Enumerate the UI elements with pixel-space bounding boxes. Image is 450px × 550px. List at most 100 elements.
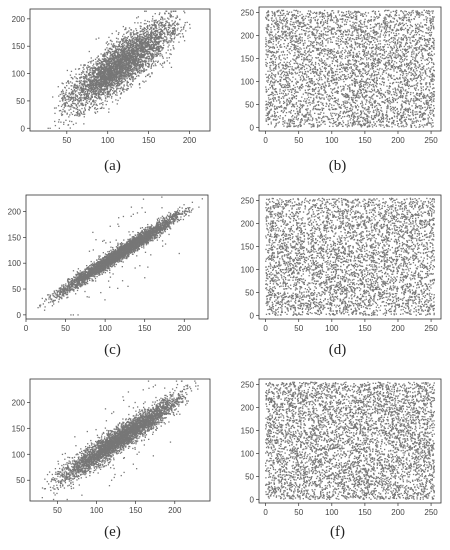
data-point bbox=[84, 108, 86, 111]
data-point bbox=[349, 60, 351, 62]
data-point bbox=[432, 23, 434, 25]
data-point bbox=[137, 68, 139, 70]
data-point bbox=[115, 76, 118, 78]
data-point bbox=[64, 111, 66, 113]
data-point bbox=[147, 32, 149, 34]
data-point bbox=[87, 84, 89, 87]
data-point bbox=[292, 14, 294, 16]
data-point bbox=[144, 40, 146, 43]
data-point bbox=[118, 55, 120, 57]
data-point bbox=[154, 39, 156, 41]
data-point bbox=[116, 69, 118, 71]
data-point bbox=[379, 87, 382, 90]
data-point bbox=[79, 113, 81, 115]
data-point bbox=[121, 47, 124, 49]
data-point bbox=[109, 56, 111, 58]
data-point bbox=[75, 104, 78, 106]
data-point bbox=[400, 57, 402, 60]
data-point bbox=[160, 23, 163, 25]
data-point bbox=[140, 69, 142, 71]
data-point bbox=[157, 29, 159, 32]
data-point bbox=[403, 92, 405, 95]
data-point bbox=[110, 43, 113, 45]
data-point bbox=[310, 126, 313, 128]
data-point bbox=[378, 13, 381, 15]
data-point bbox=[59, 100, 61, 102]
data-point bbox=[145, 52, 148, 54]
data-point bbox=[145, 29, 148, 31]
data-point bbox=[92, 85, 95, 87]
data-point bbox=[139, 33, 141, 36]
data-point bbox=[389, 68, 391, 71]
data-point bbox=[80, 73, 82, 76]
data-point bbox=[132, 43, 134, 45]
data-point bbox=[93, 103, 95, 105]
data-point bbox=[120, 60, 122, 62]
data-point bbox=[157, 38, 159, 40]
data-point bbox=[99, 61, 101, 64]
data-point bbox=[280, 20, 283, 22]
data-point bbox=[354, 59, 356, 61]
data-point bbox=[134, 42, 136, 45]
data-point bbox=[156, 28, 158, 30]
data-point bbox=[146, 34, 148, 36]
data-point bbox=[130, 32, 132, 34]
data-point bbox=[65, 82, 68, 84]
data-point bbox=[168, 22, 170, 24]
data-point bbox=[353, 93, 355, 95]
data-point bbox=[148, 61, 150, 63]
data-point bbox=[145, 33, 148, 35]
data-point bbox=[289, 60, 292, 62]
data-point bbox=[114, 66, 116, 68]
data-point bbox=[127, 41, 130, 43]
data-point bbox=[154, 31, 157, 33]
data-point bbox=[62, 95, 65, 97]
data-point bbox=[148, 65, 150, 67]
data-point bbox=[295, 31, 297, 33]
data-point bbox=[87, 83, 90, 86]
data-point bbox=[162, 19, 164, 21]
data-point bbox=[279, 83, 282, 85]
data-point bbox=[110, 79, 112, 81]
data-point bbox=[110, 79, 113, 81]
data-point bbox=[119, 74, 121, 77]
data-point bbox=[168, 57, 170, 59]
data-point bbox=[94, 106, 96, 109]
data-point bbox=[104, 59, 107, 62]
data-point bbox=[189, 27, 191, 29]
data-point bbox=[110, 59, 113, 61]
data-point bbox=[414, 58, 417, 60]
data-point bbox=[93, 67, 95, 69]
data-point bbox=[171, 24, 173, 26]
data-point bbox=[272, 118, 275, 121]
data-point bbox=[316, 36, 318, 39]
data-point bbox=[373, 71, 375, 73]
data-point bbox=[69, 96, 71, 99]
data-point bbox=[147, 25, 149, 27]
data-point bbox=[82, 103, 84, 105]
data-point bbox=[126, 64, 128, 66]
data-point bbox=[128, 55, 131, 58]
data-point bbox=[268, 33, 270, 35]
data-point bbox=[81, 107, 83, 110]
data-point bbox=[178, 41, 180, 43]
data-point bbox=[116, 56, 118, 58]
data-point bbox=[368, 32, 370, 34]
data-point bbox=[389, 50, 391, 52]
data-point bbox=[169, 33, 171, 35]
data-point bbox=[109, 82, 112, 85]
data-point bbox=[151, 37, 154, 39]
data-point bbox=[362, 58, 364, 60]
data-point bbox=[130, 59, 132, 61]
data-point bbox=[306, 74, 308, 76]
data-point bbox=[170, 16, 172, 18]
data-point bbox=[158, 40, 160, 42]
data-point bbox=[294, 71, 296, 73]
data-point bbox=[107, 49, 109, 51]
data-point bbox=[93, 69, 95, 72]
data-point bbox=[362, 69, 364, 71]
data-point bbox=[96, 108, 99, 110]
data-point bbox=[65, 91, 67, 93]
data-point bbox=[285, 23, 287, 25]
data-point bbox=[119, 58, 121, 61]
